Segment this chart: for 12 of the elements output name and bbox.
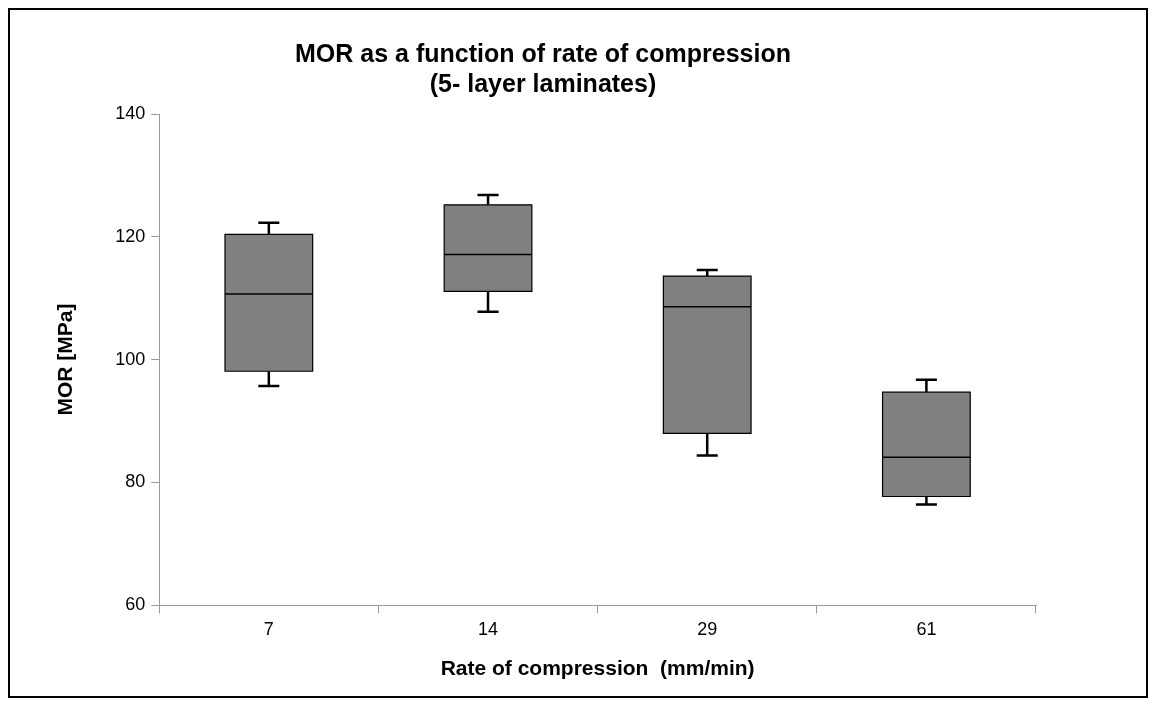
y-tick-label: 120 [115, 225, 146, 246]
y-tick-label: 100 [115, 348, 146, 369]
x-tick-label: 7 [263, 618, 274, 639]
y-tick-label: 80 [125, 471, 146, 492]
y-axis-title: MOR [MPa] [53, 303, 77, 416]
chart-title: MOR as a function of rate of compression (5- layer laminates) [295, 38, 791, 97]
x-axis-title: Rate of compression (mm/min) [440, 656, 755, 680]
y-tick-label: 140 [115, 102, 146, 123]
x-tick-label: 29 [697, 618, 718, 639]
x-tick-label: 14 [478, 618, 499, 639]
x-tick-label: 61 [916, 618, 937, 639]
y-tick-label: 60 [125, 594, 146, 615]
